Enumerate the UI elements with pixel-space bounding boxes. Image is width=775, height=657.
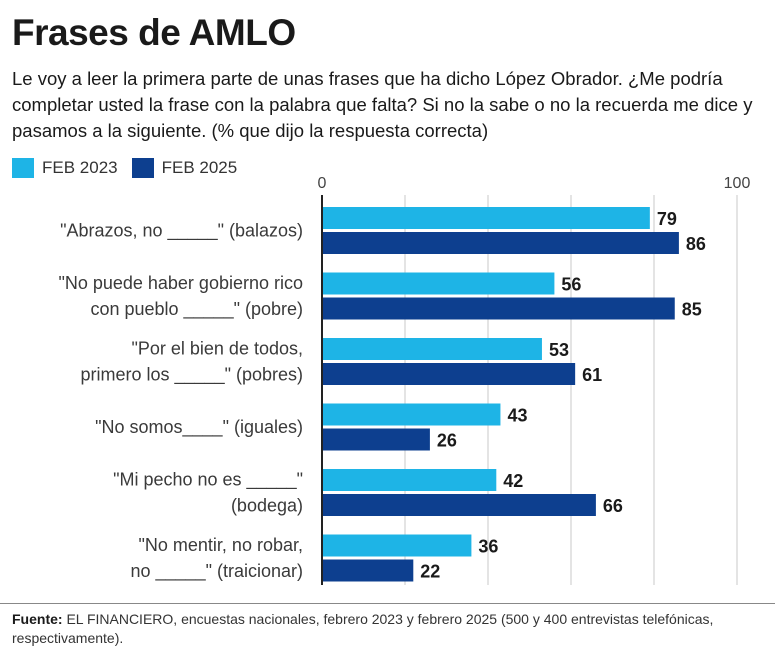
category-label: no _____" (traicionar) <box>131 561 304 582</box>
data-label: 22 <box>420 562 440 582</box>
bar <box>323 403 501 426</box>
footer-source: Fuente: EL FINANCIERO, encuestas naciona… <box>0 603 775 648</box>
bar <box>323 232 679 254</box>
bar <box>323 363 576 385</box>
data-label: 86 <box>686 234 706 254</box>
bar <box>323 428 430 451</box>
tick-label: 100 <box>724 175 751 192</box>
legend-label-2023: FEB 2023 <box>42 158 118 177</box>
legend-swatch-2023 <box>12 158 34 178</box>
bar <box>323 534 472 557</box>
data-label: 56 <box>561 275 581 295</box>
data-label: 66 <box>603 496 623 516</box>
data-label: 79 <box>657 209 677 229</box>
legend: FEB 2023 FEB 2025 <box>12 158 251 178</box>
bar <box>323 297 675 320</box>
footer-text: EL FINANCIERO, encuestas nacionales, feb… <box>12 611 714 646</box>
category-label: "No somos____" (iguales) <box>95 417 303 438</box>
chart-subtitle: Le voy a leer la primera parte de unas f… <box>12 68 753 141</box>
data-label: 42 <box>503 471 523 491</box>
bar <box>323 207 650 229</box>
footer-label: Fuente: <box>12 611 63 627</box>
legend-item-2025: FEB 2025 <box>131 158 238 178</box>
bar <box>323 469 497 491</box>
category-label: con pueblo _____" (pobre) <box>90 299 303 320</box>
category-label: "Por el bien de todos, <box>131 339 303 359</box>
category-label: "No mentir, no robar, <box>139 535 303 555</box>
bar <box>323 338 542 360</box>
data-label: 36 <box>478 537 498 557</box>
chart-title: Frases de AMLO <box>12 12 296 53</box>
category-label: "Abrazos, no _____" (balazos) <box>60 221 303 242</box>
bar-chart: 0 100 79 86 "Abrazos, no _____" (balazos) 56 8… <box>58 175 751 585</box>
tick-label: 0 <box>318 175 327 192</box>
category-label: "No puede haber gobierno rico <box>58 273 303 293</box>
data-label: 53 <box>549 340 569 360</box>
data-label: 85 <box>682 300 702 320</box>
legend-item-2023: FEB 2023 <box>12 158 118 178</box>
data-label: 43 <box>507 406 527 426</box>
category-label: "Mi pecho no es _____" <box>113 470 303 491</box>
bar <box>323 559 414 582</box>
data-label: 26 <box>437 431 457 451</box>
bar <box>323 272 555 295</box>
legend-swatch-2025 <box>131 158 154 178</box>
category-label: primero los _____" (pobres) <box>81 365 304 386</box>
data-label: 61 <box>582 365 602 385</box>
category-label: (bodega) <box>231 496 303 516</box>
legend-label-2025: FEB 2025 <box>161 158 238 177</box>
bar <box>323 494 596 516</box>
